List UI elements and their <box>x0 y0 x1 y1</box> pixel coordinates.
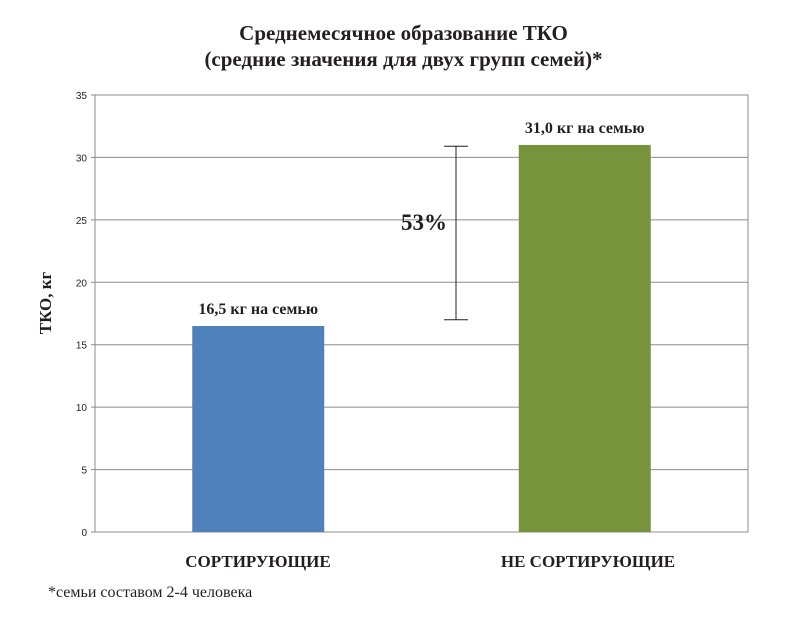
footnote: *семьи составом 2-4 человека <box>48 584 253 601</box>
plot-frame <box>94 94 749 533</box>
y-tick-label: 30 <box>76 153 88 164</box>
category-label-not-sorting: НЕ СОРТИРУЮЩИЕ <box>500 552 676 571</box>
bar <box>192 325 325 532</box>
y-tick-label: 10 <box>76 403 88 414</box>
bar <box>518 144 651 532</box>
y-tick-label: 0 <box>81 528 87 539</box>
category-label-sorting: СОРТИРУЮЩИЕ <box>185 552 331 571</box>
data-label: 16,5 кг на семью <box>198 301 318 318</box>
y-tick-label: 35 <box>76 91 88 102</box>
y-tick-label: 5 <box>81 466 87 477</box>
annotation-label: 53% <box>401 210 447 235</box>
y-tick-label: 20 <box>76 278 88 289</box>
data-label: 31,0 кг на семью <box>525 120 645 137</box>
chart-title: Среднемесячное образование ТКО <box>239 21 568 45</box>
chart-subtitle: (средние значения для двух групп семей)* <box>204 47 603 71</box>
y-tick-label: 15 <box>76 341 88 352</box>
y-tick-label: 25 <box>76 216 88 227</box>
